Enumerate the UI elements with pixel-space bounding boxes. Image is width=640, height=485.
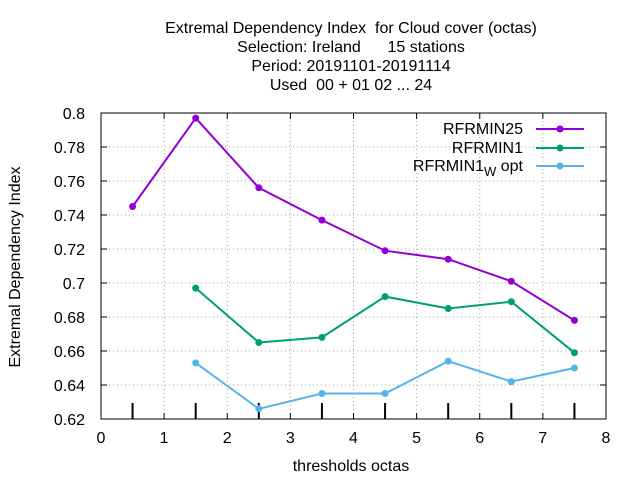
x-tick-label: 7 — [538, 430, 547, 447]
y-tick-label: 0.7 — [63, 276, 85, 293]
y-tick-label: 0.68 — [54, 310, 85, 327]
legend-marker-2 — [556, 144, 564, 152]
legend-label-3: RFRMIN1W opt — [413, 158, 524, 179]
data-point — [570, 364, 578, 372]
legend-label-2: RFRMIN1 — [452, 140, 523, 157]
y-tick-label: 0.8 — [63, 106, 85, 123]
y-tick-label: 0.72 — [54, 242, 85, 259]
data-point — [255, 339, 263, 346]
y-tick-label: 0.78 — [54, 140, 85, 157]
chart-title: Extremal Dependency Index for Cloud cove… — [165, 20, 537, 94]
axes: 0 1 2 3 4 5 6 7 8 0.62 0.64 0.66 0.68 0.7 0.72 0.74 0.76… — [54, 106, 611, 447]
data-point — [507, 298, 515, 306]
x-tick-label: 6 — [475, 430, 484, 447]
y-axis-label: Extremal Dependency Index — [7, 167, 24, 368]
y-tick-label: 0.74 — [54, 208, 85, 225]
data-point — [444, 255, 452, 263]
data-point — [444, 305, 452, 312]
data-point — [507, 277, 515, 285]
data-point — [570, 349, 578, 357]
data-point — [381, 293, 389, 301]
y-tick-label: 0.62 — [54, 412, 85, 429]
data-point — [318, 216, 326, 224]
legend-marker-1 — [556, 125, 564, 133]
grid — [101, 113, 606, 419]
x-axis-label: thresholds octas — [293, 458, 410, 475]
data-point — [192, 284, 200, 292]
x-tick-label: 8 — [602, 430, 611, 447]
data-point — [381, 390, 389, 397]
title-line-4: Used 00 + 01 02 ... 24 — [270, 77, 432, 94]
title-line-1: Extremal Dependency Index for Cloud cove… — [165, 20, 537, 37]
y-tick-label: 0.76 — [54, 174, 85, 191]
data-point — [381, 247, 389, 255]
data-point — [507, 378, 515, 386]
series-line-1 — [131, 116, 575, 322]
title-line-3: Period: 20191101-20191114 — [251, 58, 450, 75]
y-tick-label: 0.66 — [54, 344, 85, 361]
y-tick-label: 0.64 — [54, 378, 85, 395]
title-line-2: Selection: Ireland 15 stations — [237, 39, 465, 56]
legend-label-1: RFRMIN25 — [443, 121, 523, 138]
data-point — [318, 390, 326, 397]
x-tick-label: 5 — [412, 430, 421, 447]
data-point — [129, 203, 137, 210]
data-point — [570, 316, 578, 324]
data-point — [192, 114, 200, 122]
x-tick-label: 4 — [349, 430, 358, 447]
data-point — [255, 405, 263, 413]
x-tick-label: 3 — [286, 430, 295, 447]
x-tick-label: 2 — [223, 430, 232, 447]
data-point — [318, 333, 326, 341]
x-tick-label: 1 — [160, 430, 169, 447]
data-point — [255, 184, 263, 192]
data-point — [444, 357, 452, 365]
legend-marker-3 — [556, 162, 564, 170]
series — [129, 114, 578, 413]
data-point — [192, 359, 200, 367]
x-tick-label: 0 — [97, 430, 106, 447]
